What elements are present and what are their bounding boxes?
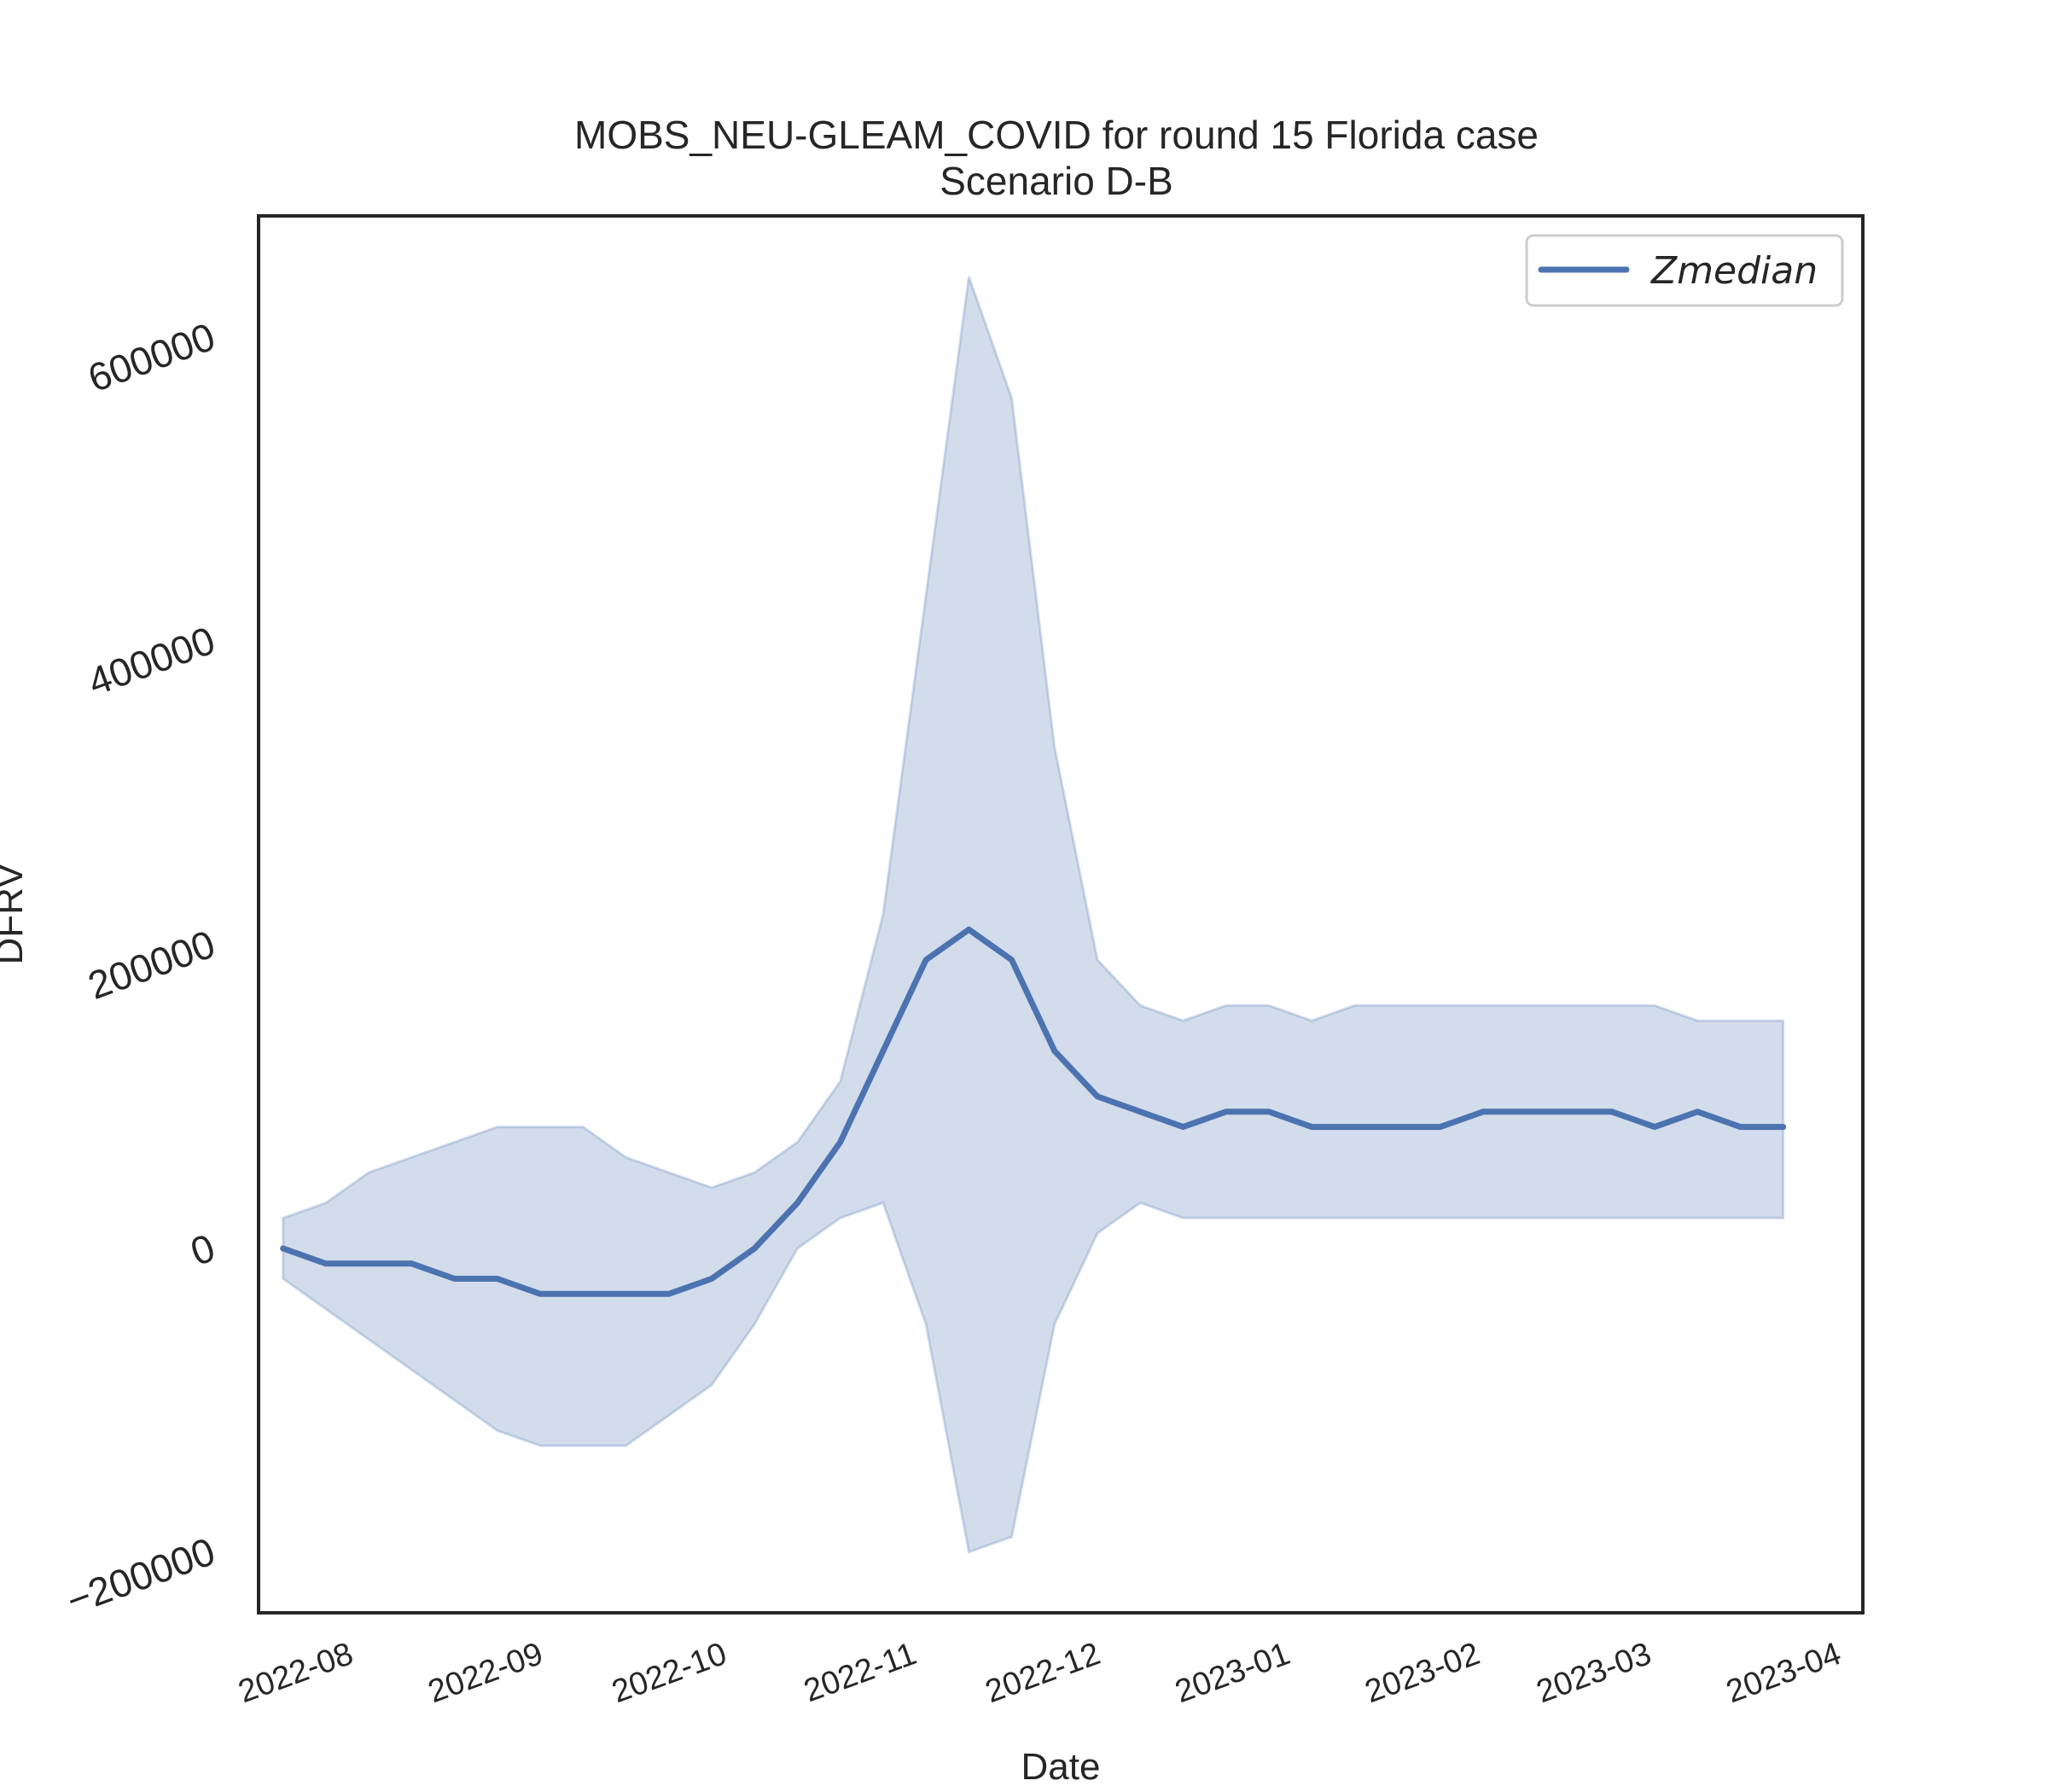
y-axis-label: DFRV [0, 863, 31, 965]
chart-subtitle: Scenario D-B [940, 159, 1173, 203]
legend-label-zmedian: Zmedian [1650, 249, 1818, 293]
plot-area [280, 276, 1787, 1554]
plot-frame [257, 214, 1865, 1615]
uncertainty-band [282, 276, 1785, 1554]
series-line-zmedian [280, 926, 1787, 1297]
chart-title: MOBS_NEU-GLEAM_COVID for round 15 Florid… [574, 113, 1539, 157]
x-axis-label: Date [1021, 1746, 1101, 1788]
legend-box [1525, 234, 1844, 307]
legend: Zmedian [1525, 234, 1844, 307]
